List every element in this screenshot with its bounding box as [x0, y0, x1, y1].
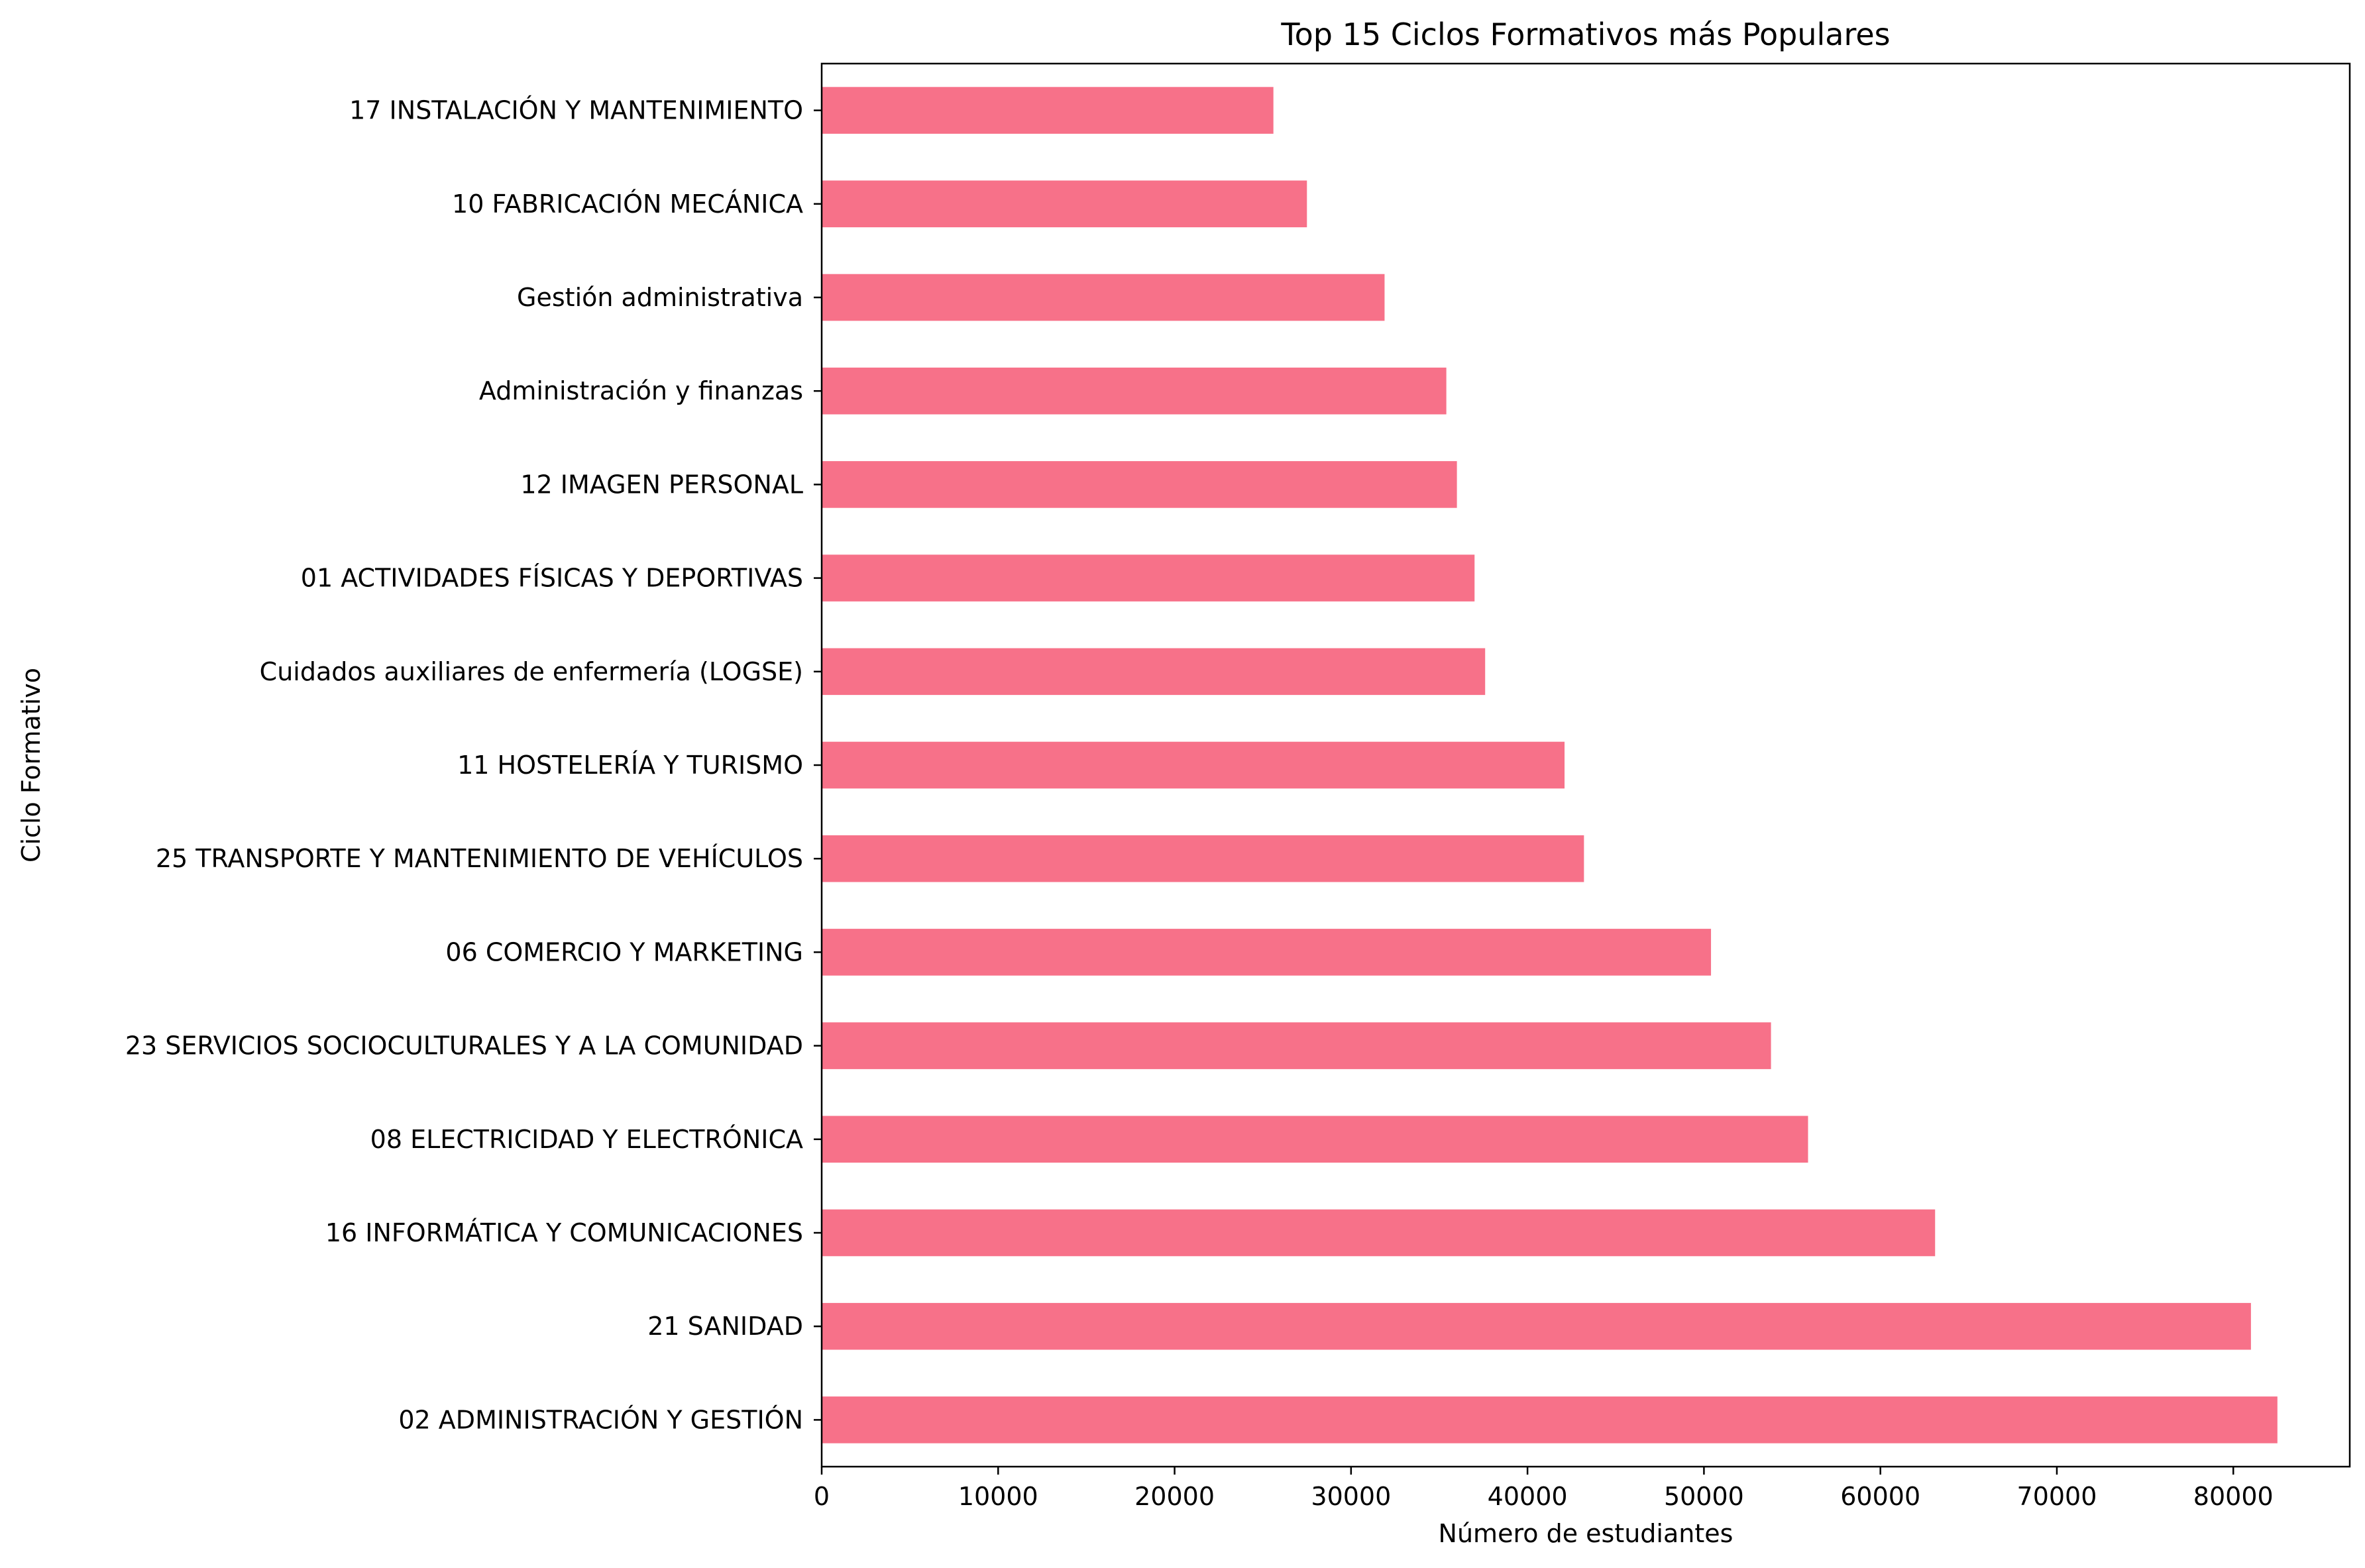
y-tick-label: 25 TRANSPORTE Y MANTENIMIENTO DE VEHÍCUL… — [156, 844, 803, 873]
bar — [822, 1396, 2278, 1443]
y-tick-label: Gestión administrativa — [517, 283, 803, 312]
y-tick-label: 21 SANIDAD — [647, 1312, 803, 1341]
y-tick-label: 10 FABRICACIÓN MECÁNICA — [452, 189, 803, 219]
bar — [822, 1022, 1771, 1069]
y-tick-label: 12 IMAGEN PERSONAL — [520, 470, 803, 499]
bar — [822, 554, 1475, 601]
x-tick-label: 50000 — [1664, 1482, 1744, 1511]
y-tick-label: 02 ADMINISTRACIÓN Y GESTIÓN — [398, 1405, 803, 1434]
x-tick-label: 0 — [814, 1482, 830, 1511]
bars-layer — [822, 87, 2278, 1443]
bar — [822, 1209, 1936, 1257]
bar — [822, 461, 1457, 508]
bar — [822, 929, 1712, 976]
bar — [822, 741, 1565, 789]
x-tick-label: 60000 — [1840, 1482, 1920, 1511]
y-tick-label: Administración y finanzas — [479, 376, 803, 405]
y-tick-label: Cuidados auxiliares de enfermería (LOGSE… — [260, 657, 803, 686]
y-tick-label: 16 INFORMÁTICA Y COMUNICACIONES — [325, 1218, 803, 1247]
bar — [822, 87, 1274, 134]
bar — [822, 367, 1447, 415]
x-tick-label: 10000 — [958, 1482, 1038, 1511]
x-tick-label: 70000 — [2017, 1482, 2097, 1511]
y-tick-label: 11 HOSTELERÍA Y TURISMO — [457, 751, 803, 780]
y-tick-label: 23 SERVICIOS SOCIOCULTURALES Y A LA COMU… — [125, 1031, 803, 1061]
x-tick-label: 80000 — [2193, 1482, 2274, 1511]
x-tick-label: 30000 — [1311, 1482, 1391, 1511]
chart-title: Top 15 Ciclos Formativos más Populares — [1280, 17, 1890, 52]
x-tick-label: 20000 — [1134, 1482, 1215, 1511]
bar — [822, 648, 1486, 696]
x-tick-label: 40000 — [1488, 1482, 1568, 1511]
bar — [822, 1302, 2251, 1350]
bar — [822, 180, 1307, 228]
y-axis-label: Ciclo Formativo — [17, 668, 46, 862]
bar — [822, 274, 1385, 321]
ticks-layer: 02 ADMINISTRACIÓN Y GESTIÓN 21 SANIDAD 16 … — [125, 96, 2274, 1511]
y-tick-label: 08 ELECTRICIDAD Y ELECTRÓNICA — [370, 1125, 803, 1154]
bar — [822, 1116, 1808, 1163]
y-tick-label: 06 COMERCIO Y MARKETING — [445, 937, 803, 967]
y-tick-label: 01 ACTIVIDADES FÍSICAS Y DEPORTIVAS — [301, 564, 803, 593]
y-tick-label: 17 INSTALACIÓN Y MANTENIMIENTO — [349, 96, 803, 125]
bar — [822, 835, 1584, 882]
x-axis-label: Número de estudiantes — [1439, 1519, 1733, 1548]
